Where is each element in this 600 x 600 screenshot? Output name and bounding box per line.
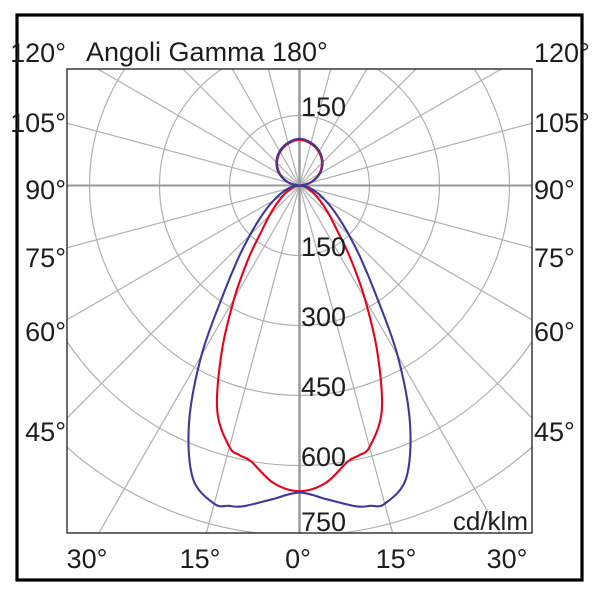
- right-angle-label: 60°: [534, 317, 575, 347]
- radial-tick-label: 600: [301, 442, 346, 472]
- right-angle-label: 75°: [534, 243, 575, 273]
- right-angle-label: 45°: [534, 417, 575, 447]
- bottom-angle-label: 15°: [376, 544, 417, 574]
- grid-radial-line: [67, 184, 300, 249]
- radial-tick-label: 750: [301, 507, 346, 537]
- left-angle-label: 90°: [25, 175, 66, 205]
- radial-tick-label: 150: [301, 92, 346, 122]
- zenith-angle-label: 180°: [272, 37, 328, 67]
- radial-tick-label: 300: [301, 302, 346, 332]
- grid-radial-line: [67, 184, 300, 321]
- grid-radial-line: [231, 69, 301, 186]
- grid-radial-line: [298, 185, 501, 533]
- plot-box: [66, 68, 533, 534]
- left-angle-label: 120°: [10, 38, 66, 68]
- grid-radial-line: [182, 69, 300, 186]
- bottom-angle-label: 15°: [180, 544, 221, 574]
- grid-radial-line: [298, 185, 394, 533]
- chart-title: Angoli Gamma: [86, 37, 266, 67]
- grid-radial-line: [205, 185, 301, 533]
- grid-radial-line: [299, 184, 532, 321]
- grid-radial-line: [298, 69, 368, 186]
- grid-radial-line: [298, 69, 332, 186]
- unit-label: cd/klm: [453, 506, 528, 536]
- grid-radial-line: [67, 185, 300, 419]
- left-angle-label: 45°: [25, 417, 66, 447]
- bottom-angle-label: 30°: [67, 544, 108, 574]
- right-angle-label: 90°: [534, 175, 575, 205]
- left-angle-label: 60°: [25, 317, 66, 347]
- bottom-angle-label: 30°: [487, 544, 528, 574]
- grid-radial-line: [96, 69, 300, 187]
- grid-radial-line: [67, 122, 300, 187]
- grid-radial-line: [299, 69, 503, 187]
- grid-radial-line: [299, 185, 532, 419]
- grid-radial-line: [98, 185, 301, 533]
- radial-tick-label: 450: [301, 372, 346, 402]
- intensity-curves: [187, 137, 412, 508]
- blue-curve: [187, 137, 412, 508]
- grid-radial-line: [267, 69, 301, 186]
- right-angle-label: 105°: [534, 108, 590, 138]
- right-angle-label: 120°: [534, 38, 590, 68]
- grid-radial-line: [299, 69, 417, 186]
- left-angle-label: 75°: [25, 243, 66, 273]
- grid-radial-line: [299, 184, 532, 249]
- outer-border: [15, 13, 584, 582]
- left-angle-label: 105°: [10, 108, 66, 138]
- bottom-angle-label: 0°: [285, 544, 311, 574]
- grid-radial-line: [299, 122, 532, 187]
- radial-tick-label: 150: [301, 232, 346, 262]
